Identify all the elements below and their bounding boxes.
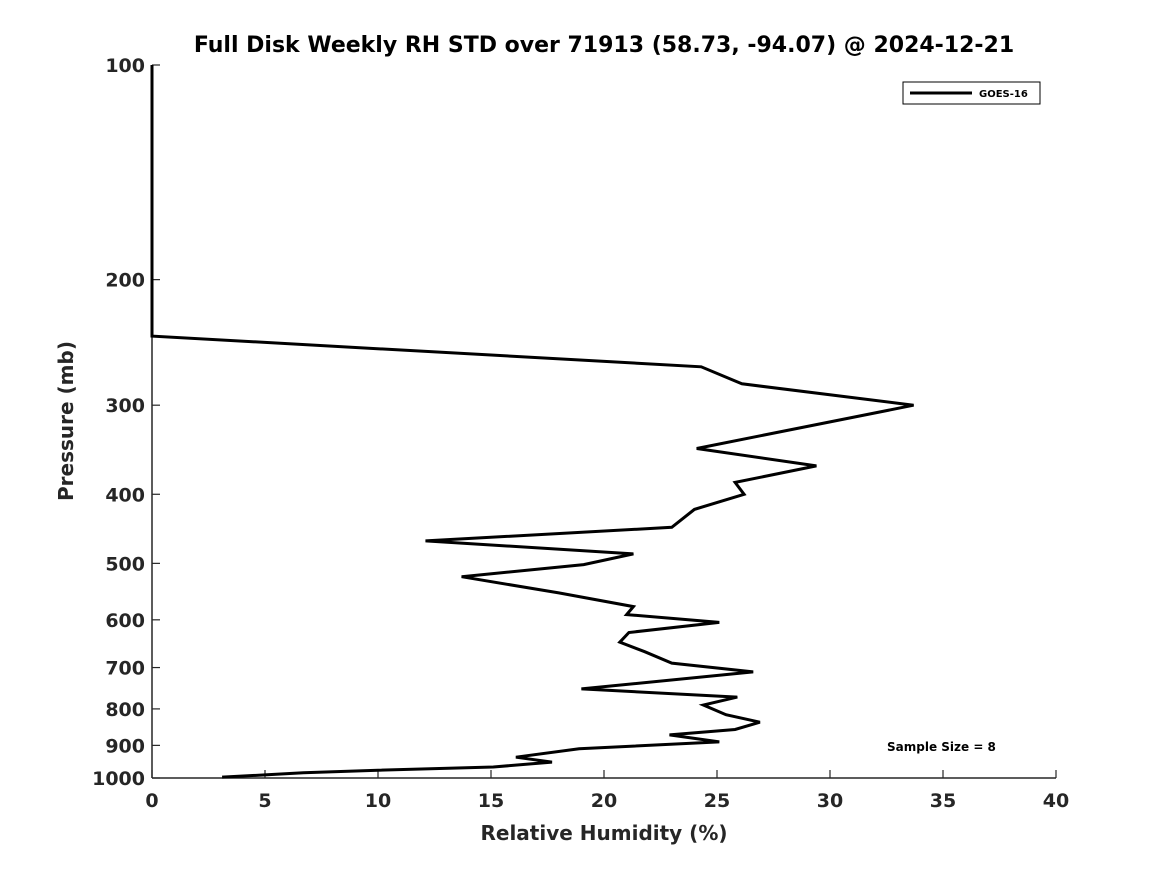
x-tick-label: 30 <box>817 790 843 812</box>
x-tick-label: 40 <box>1043 790 1069 812</box>
x-tick-label: 5 <box>258 790 271 812</box>
y-tick-label: 300 <box>105 395 145 417</box>
y-tick-label: 600 <box>105 610 145 632</box>
y-tick-label: 500 <box>105 553 145 575</box>
y-tick-label: 1000 <box>92 768 145 790</box>
legend: GOES-16 <box>902 81 1041 105</box>
x-tick-label: 10 <box>365 790 391 812</box>
x-tick-label: 20 <box>591 790 617 812</box>
x-axis-ticks: 0 5 10 15 20 25 30 35 40 <box>145 770 1069 812</box>
y-tick-label: 100 <box>105 55 145 77</box>
y-tick-label: 900 <box>105 735 145 757</box>
y-tick-label: 200 <box>105 270 145 292</box>
x-tick-label: 35 <box>930 790 956 812</box>
series-line-goes-16 <box>150 65 914 779</box>
x-tick-label: 25 <box>704 790 730 812</box>
sample-size-annotation: Sample Size = 8 <box>887 740 996 754</box>
y-tick-label: 800 <box>105 699 145 721</box>
y-tick-label: 700 <box>105 658 145 680</box>
y-axis-ticks: 100 200 300 400 500 600 700 800 900 1000 <box>92 55 160 790</box>
x-tick-label: 15 <box>478 790 504 812</box>
chart-title: Full Disk Weekly RH STD over 71913 (58.7… <box>194 33 1014 58</box>
y-axis-label: Pressure (mb) <box>54 341 78 501</box>
x-tick-label: 0 <box>145 790 158 812</box>
legend-entry-label: GOES-16 <box>979 89 1028 100</box>
y-tick-label: 400 <box>105 484 145 506</box>
series-lines <box>150 65 914 779</box>
x-axis-label: Relative Humidity (%) <box>480 821 727 845</box>
